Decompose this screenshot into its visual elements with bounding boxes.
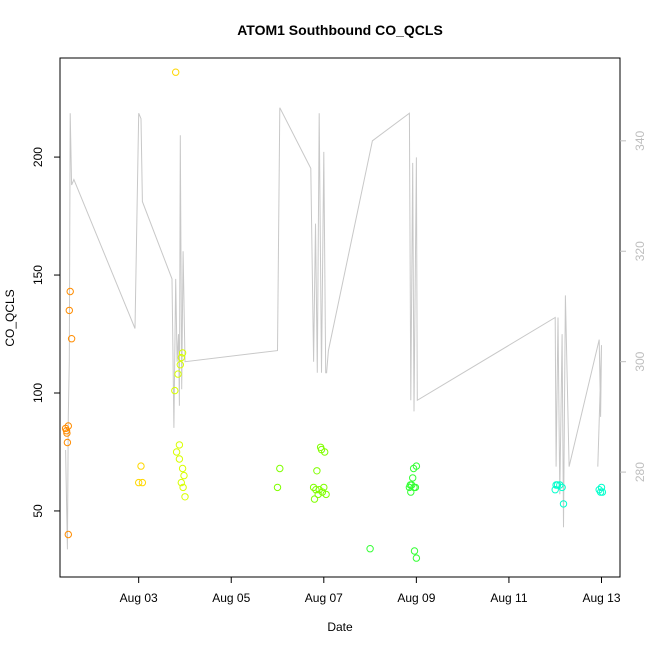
- data-point: [313, 467, 321, 475]
- data-point: [321, 448, 329, 456]
- data-point: [172, 68, 180, 76]
- x-tick-label: Aug 03: [120, 591, 158, 605]
- data-points: [61, 68, 607, 562]
- data-point: [318, 488, 327, 496]
- y-axis-right: 280 300 320 340: [620, 130, 647, 482]
- data-point: [410, 547, 419, 555]
- data-point: [412, 554, 421, 562]
- x-tick-label: Aug 05: [212, 591, 250, 605]
- data-point: [65, 306, 74, 315]
- data-point: [551, 486, 559, 494]
- data-point: [178, 349, 187, 357]
- data-point: [598, 488, 607, 496]
- data-point: [64, 530, 73, 539]
- y2-tick-label: 300: [633, 351, 647, 371]
- y-axis: 50 100 150 200: [31, 147, 60, 518]
- data-point: [175, 441, 184, 449]
- x-tick-label: Aug 09: [397, 591, 435, 605]
- data-point: [177, 353, 186, 362]
- data-point: [366, 545, 374, 553]
- y2-tick-label: 320: [633, 241, 647, 261]
- data-point: [559, 500, 568, 508]
- y-tick-label: 50: [31, 504, 45, 518]
- data-point: [320, 483, 328, 492]
- data-point: [556, 481, 564, 489]
- x-axis-label: Date: [327, 620, 353, 634]
- y-tick-label: 200: [31, 147, 45, 167]
- data-point: [314, 490, 322, 499]
- x-tick-label: Aug 13: [582, 591, 620, 605]
- y-axis-label: CO_QCLS: [3, 289, 17, 346]
- data-point: [178, 464, 187, 473]
- y2-tick-label: 340: [633, 130, 647, 150]
- y-tick-label: 150: [31, 265, 45, 285]
- data-point: [181, 493, 189, 501]
- data-point: [176, 361, 185, 369]
- data-point: [174, 370, 182, 378]
- data-point: [63, 438, 72, 447]
- data-point: [276, 464, 284, 473]
- data-point: [312, 486, 320, 494]
- series-line: [65, 107, 602, 550]
- data-point: [179, 483, 187, 492]
- data-point: [409, 474, 417, 482]
- data-point: [135, 478, 143, 487]
- chart-title: ATOM1 Southbound CO_QCLS: [237, 22, 443, 38]
- y2-tick-label: 280: [633, 462, 647, 482]
- x-tick-label: Aug 11: [490, 591, 527, 605]
- data-point: [597, 483, 606, 492]
- data-point: [175, 455, 184, 463]
- x-tick-label: Aug 07: [305, 591, 343, 605]
- data-point: [411, 483, 420, 492]
- data-point: [553, 481, 562, 489]
- plot-frame: [59, 57, 621, 578]
- grey-series-line: [65, 107, 602, 550]
- data-point: [177, 478, 186, 487]
- data-point: [137, 462, 145, 470]
- data-point: [67, 335, 76, 343]
- data-point: [172, 448, 181, 456]
- data-point: [171, 386, 179, 395]
- data-point: [322, 490, 330, 499]
- data-point: [412, 462, 421, 470]
- data-point: [63, 429, 71, 437]
- data-point: [138, 478, 147, 487]
- x-axis: Aug 03 Aug 05 Aug 07 Aug 09 Aug 11 Aug 13: [120, 577, 621, 605]
- data-point: [66, 287, 74, 296]
- data-point: [64, 422, 73, 430]
- y-tick-label: 100: [31, 383, 45, 403]
- data-point: [408, 481, 416, 489]
- data-point: [558, 483, 566, 492]
- data-point: [310, 495, 319, 503]
- data-point: [180, 471, 188, 480]
- data-point: [273, 483, 282, 492]
